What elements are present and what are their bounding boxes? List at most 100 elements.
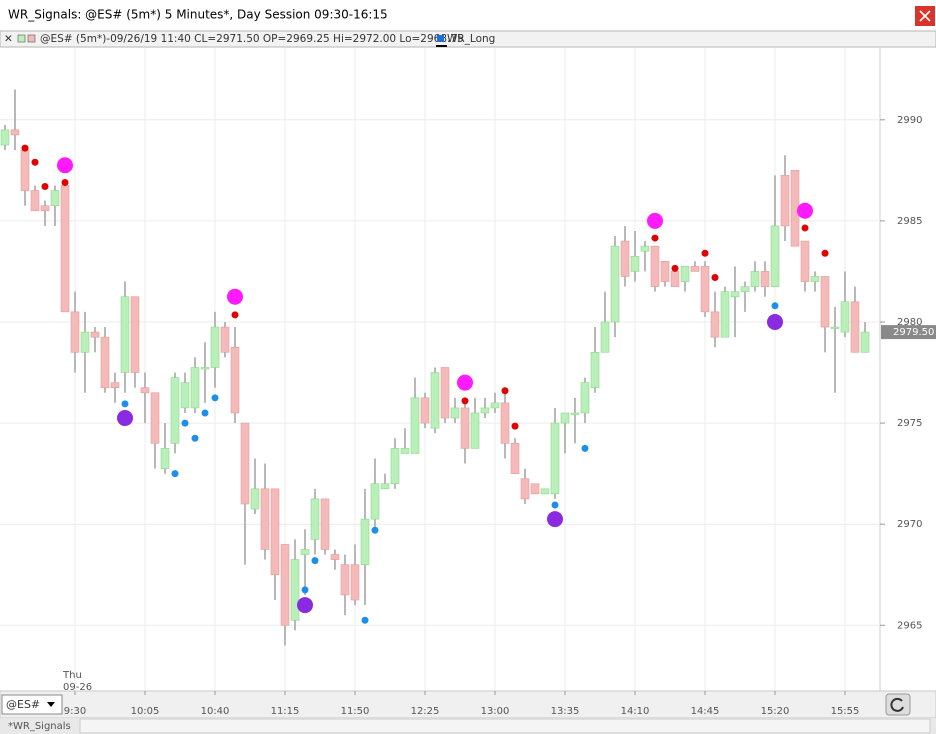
signal-dot bbox=[501, 387, 509, 395]
close-x[interactable]: ✕ bbox=[4, 33, 13, 45]
candle-body bbox=[410, 397, 420, 454]
plot-area bbox=[0, 48, 880, 691]
candle-body bbox=[540, 488, 550, 495]
candle-body bbox=[140, 387, 150, 394]
candle-body bbox=[770, 225, 780, 287]
signal-dot bbox=[181, 419, 189, 427]
signal-dot bbox=[301, 586, 309, 594]
candle-body bbox=[190, 367, 200, 409]
candle-body bbox=[680, 266, 690, 282]
symbol-dropdown[interactable] bbox=[1, 694, 63, 715]
signal-dot bbox=[201, 409, 209, 417]
signal-dot bbox=[41, 183, 49, 191]
window-title: WR_Signals: @ES# (5m*) 5 Minutes*, Day S… bbox=[8, 8, 388, 22]
candle-body bbox=[610, 245, 620, 323]
refresh-icon bbox=[890, 697, 904, 712]
candle-body bbox=[300, 549, 310, 555]
signal-dot bbox=[461, 397, 469, 405]
signal-dot bbox=[711, 274, 719, 282]
time-axis-bar bbox=[0, 690, 936, 719]
candle-body bbox=[390, 448, 400, 485]
y-tick-label: 2990 bbox=[897, 115, 922, 126]
signal-dot bbox=[31, 158, 39, 166]
candle-body bbox=[800, 240, 810, 282]
signal-dot bbox=[771, 302, 779, 310]
candle-body bbox=[160, 448, 170, 469]
signal-dot bbox=[297, 597, 313, 614]
candle-body bbox=[180, 382, 190, 409]
candle-body bbox=[720, 291, 730, 338]
candle-body bbox=[850, 301, 860, 353]
candle-body bbox=[780, 175, 790, 227]
candle-body bbox=[310, 498, 320, 540]
signal-dot bbox=[671, 264, 679, 272]
up-icon bbox=[17, 34, 26, 43]
candle-body bbox=[480, 407, 490, 414]
x-tick-label: 12:25 bbox=[411, 706, 440, 717]
candle-body bbox=[60, 185, 70, 313]
candle-body bbox=[420, 397, 430, 424]
candle-body bbox=[710, 311, 720, 338]
signal-dot bbox=[701, 249, 709, 257]
signal-dot bbox=[797, 202, 813, 219]
candle-body bbox=[370, 483, 380, 520]
candle-body bbox=[50, 190, 60, 207]
signal-dot bbox=[801, 224, 809, 232]
date: 09-26 bbox=[63, 682, 92, 693]
down-icon bbox=[27, 34, 36, 43]
y-tick-label: 2970 bbox=[897, 519, 922, 530]
title-bar bbox=[0, 0, 936, 30]
legend-swatch bbox=[437, 35, 444, 42]
signal-dot bbox=[547, 511, 563, 528]
candle-body bbox=[470, 412, 480, 449]
signal-dot bbox=[117, 410, 133, 427]
candle-body bbox=[660, 261, 670, 282]
candle-body bbox=[490, 402, 500, 409]
signal-dot bbox=[61, 178, 69, 186]
candle-body bbox=[730, 291, 740, 298]
candle-body bbox=[90, 331, 100, 338]
candle-body bbox=[120, 296, 130, 373]
candle-body bbox=[520, 478, 530, 500]
signal-dot bbox=[231, 311, 239, 319]
y-tick-label: 2985 bbox=[897, 216, 922, 227]
candle-body bbox=[740, 286, 750, 292]
candle-body bbox=[200, 367, 210, 370]
candle-body bbox=[430, 372, 440, 429]
x-tick-label: 11:50 bbox=[341, 706, 370, 717]
signal-dot bbox=[371, 526, 379, 534]
symbol-text: @ES# bbox=[6, 698, 40, 711]
sheet-tab[interactable]: *WR_Signals bbox=[8, 721, 71, 732]
candle-body bbox=[810, 276, 820, 282]
scrollbar[interactable] bbox=[79, 718, 931, 734]
candle-body bbox=[550, 422, 560, 495]
candle-body bbox=[210, 326, 220, 368]
candle-body bbox=[20, 149, 30, 191]
candle-body bbox=[260, 488, 270, 550]
candle-body bbox=[360, 518, 370, 565]
candle-body bbox=[700, 266, 710, 313]
candle-body bbox=[690, 266, 700, 272]
signal-dot bbox=[581, 444, 589, 452]
refresh-button[interactable] bbox=[885, 693, 911, 716]
y-tick-label: 2965 bbox=[897, 620, 922, 631]
candle-body bbox=[0, 129, 10, 146]
x-tick-label: 13:00 bbox=[481, 706, 510, 717]
candle-body bbox=[40, 205, 50, 212]
candle-body bbox=[500, 402, 510, 444]
candle-body bbox=[220, 326, 230, 353]
candle-body bbox=[340, 564, 350, 596]
candle-body bbox=[330, 554, 340, 560]
candle-body bbox=[580, 382, 590, 414]
weekday: Thu bbox=[62, 670, 82, 681]
close-icon bbox=[919, 10, 931, 22]
x-tick-label: 13:35 bbox=[551, 706, 580, 717]
candle-body bbox=[290, 559, 300, 621]
candle-body bbox=[320, 498, 330, 550]
candle-body bbox=[590, 352, 600, 389]
candle-body bbox=[80, 331, 90, 353]
info-line: @ES# (5m*)-09/26/19 11:40 CL=2971.50 OP=… bbox=[40, 33, 464, 45]
candle-body bbox=[750, 271, 760, 287]
candle-body bbox=[760, 271, 770, 287]
